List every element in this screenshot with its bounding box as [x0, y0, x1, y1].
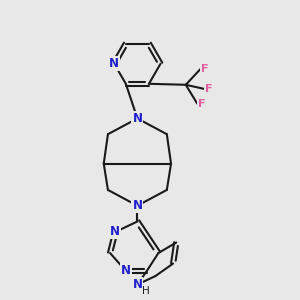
- Text: N: N: [109, 57, 119, 70]
- Text: N: N: [121, 264, 131, 278]
- Text: F: F: [198, 99, 205, 109]
- Text: N: N: [132, 112, 142, 125]
- Text: N: N: [132, 278, 142, 291]
- Text: H: H: [142, 286, 150, 296]
- Text: F: F: [201, 64, 208, 74]
- Text: F: F: [205, 84, 213, 94]
- Text: N: N: [132, 199, 142, 212]
- Text: N: N: [110, 226, 120, 238]
